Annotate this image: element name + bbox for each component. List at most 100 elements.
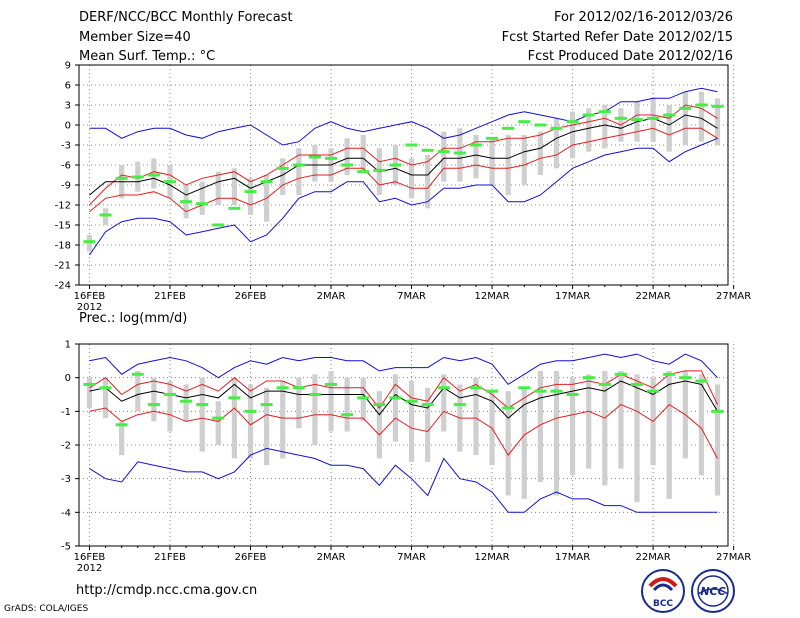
temp-member-range-bar xyxy=(199,181,205,215)
temp-y-tick-label: 3 xyxy=(65,101,71,112)
prec-member-range-bar xyxy=(328,370,334,432)
ncc-logo: NCC xyxy=(690,568,736,614)
temp-y-tick-label: -24 xyxy=(55,281,71,292)
prec-x-tick-label: 27MAR xyxy=(716,552,751,563)
prec-series-upper-envelope xyxy=(89,353,718,386)
temp-member-range-bar xyxy=(473,135,479,179)
temp-member-range-bar xyxy=(521,135,527,185)
temp-member-range-bar xyxy=(86,235,93,252)
temp-member-range-bar xyxy=(425,155,431,209)
prec-x-tick-label: 17MAR xyxy=(555,552,590,563)
temp-y-tick-label: -15 xyxy=(55,221,71,232)
prec-member-range-bar xyxy=(360,377,366,422)
temp-member-range-bar xyxy=(682,91,688,145)
temp-x-tick-label: 21FEB xyxy=(154,291,186,302)
prec-member-range-bar xyxy=(602,370,608,486)
footer-url[interactable]: http://cmdp.ncc.cma.gov.cn xyxy=(76,583,258,598)
temp-member-range-bar xyxy=(312,145,318,182)
forecast-period-label: For 2012/02/16-2012/03/26 xyxy=(554,10,733,25)
temp-x-tick-label: 27MAR xyxy=(716,291,751,302)
temp-series-upper-envelope xyxy=(89,87,718,146)
prec-member-range-bar xyxy=(634,374,640,503)
prec-member-range-bar xyxy=(312,374,318,445)
temp-y-tick-label: -3 xyxy=(61,141,71,152)
prec-member-range-bar xyxy=(569,377,576,476)
temp-member-range-bar xyxy=(537,131,543,175)
temp-member-range-bar xyxy=(457,128,463,182)
temp-member-range-bar xyxy=(247,178,254,215)
temp-member-range-bar xyxy=(650,98,656,142)
temp-member-range-bar xyxy=(151,158,157,189)
temp-series-lower-spread xyxy=(89,127,718,213)
temp-year-label: 2012 xyxy=(77,302,102,313)
prec-series-lower-spread xyxy=(89,403,718,459)
temp-y-tick-label: -6 xyxy=(61,161,71,172)
svg-text:BCC: BCC xyxy=(653,599,673,609)
prec-x-tick-label: 26FEB xyxy=(235,552,267,563)
temp-x-tick-label: 26FEB xyxy=(235,291,267,302)
prec-member-range-bar xyxy=(296,377,302,429)
temp-x-tick-label: 22MAR xyxy=(636,291,671,302)
temp-plot-frame xyxy=(78,64,729,286)
temp-series-lower-envelope xyxy=(89,137,718,256)
prec-x-tick-label: 7MAR xyxy=(397,552,426,563)
temp-member-range-bar xyxy=(441,131,447,182)
prec-member-range-bar xyxy=(264,387,270,466)
prec-member-range-bar xyxy=(183,384,189,422)
temp-member-range-bar xyxy=(586,108,592,152)
temp-x-tick-label: 12MAR xyxy=(474,291,509,302)
prec-member-range-bar xyxy=(280,381,286,459)
prec-member-range-bar xyxy=(86,377,93,408)
prec-member-range-bar xyxy=(247,384,254,459)
prec-member-range-bar xyxy=(441,374,447,432)
temp-member-range-bar xyxy=(666,105,672,152)
prec-member-range-bar xyxy=(392,374,399,442)
prec-member-range-bar xyxy=(618,370,624,469)
prec-plot-frame xyxy=(78,343,729,547)
temp-member-range-bar xyxy=(553,118,560,169)
temp-series-ensemble-mean xyxy=(89,114,718,196)
prec-series-lower-envelope xyxy=(89,447,718,513)
chart-title: DERF/NCC/BCC Monthly Forecast xyxy=(79,10,293,25)
prec-series-upper-spread xyxy=(89,370,718,409)
prec-x-tick-label: 21FEB xyxy=(154,552,186,563)
prec-member-range-bar xyxy=(425,387,431,462)
temp-y-tick-label: -12 xyxy=(55,201,71,212)
temp-y-tick-label: 9 xyxy=(65,61,71,72)
bcc-logo: BCC xyxy=(640,568,686,614)
temp-member-range-bar xyxy=(344,138,350,175)
prec-member-range-bar xyxy=(698,374,705,476)
prec-member-range-bar xyxy=(151,377,157,422)
prec-member-range-bar xyxy=(537,370,543,483)
prec-member-range-bar xyxy=(102,377,109,419)
temp-member-range-bar xyxy=(569,111,576,159)
prec-y-tick-label: 1 xyxy=(65,340,71,351)
variable-label: Mean Surf. Temp.: °C xyxy=(79,49,216,64)
prec-member-range-bar xyxy=(119,421,125,456)
prec-member-range-bar xyxy=(199,377,205,452)
temp-y-tick-label: 0 xyxy=(65,121,71,132)
temp-member-range-bar xyxy=(296,148,302,195)
prec-member-range-bar xyxy=(135,370,141,412)
prec-x-tick-label: 22MAR xyxy=(636,552,671,563)
temp-member-range-bar xyxy=(231,168,238,205)
prec-y-tick-label: -1 xyxy=(61,407,71,418)
temp-y-tick-label: -18 xyxy=(55,241,71,252)
temp-member-range-bar xyxy=(102,208,109,225)
temp-y-tick-label: -21 xyxy=(55,261,71,272)
prec-member-range-bar xyxy=(586,374,592,469)
temp-member-range-bar xyxy=(698,91,705,142)
prec-x-tick-label: 12MAR xyxy=(474,552,509,563)
temp-x-tick-label: 16FEB xyxy=(74,291,106,302)
prec-member-range-bar xyxy=(231,377,238,459)
grads-credit: GrADS: COLA/IGES xyxy=(4,604,89,614)
member-size-label: Member Size=40 xyxy=(79,30,191,45)
prec-year-label: 2012 xyxy=(77,563,102,574)
prec-y-tick-label: -5 xyxy=(61,542,71,553)
temp-y-tick-label: 6 xyxy=(65,81,71,92)
prec-member-range-bar xyxy=(505,391,511,496)
temp-member-range-bar xyxy=(602,105,608,149)
prec-member-range-bar xyxy=(553,370,560,496)
temp-member-range-bar xyxy=(360,135,366,172)
prec-member-range-bar xyxy=(473,377,479,456)
